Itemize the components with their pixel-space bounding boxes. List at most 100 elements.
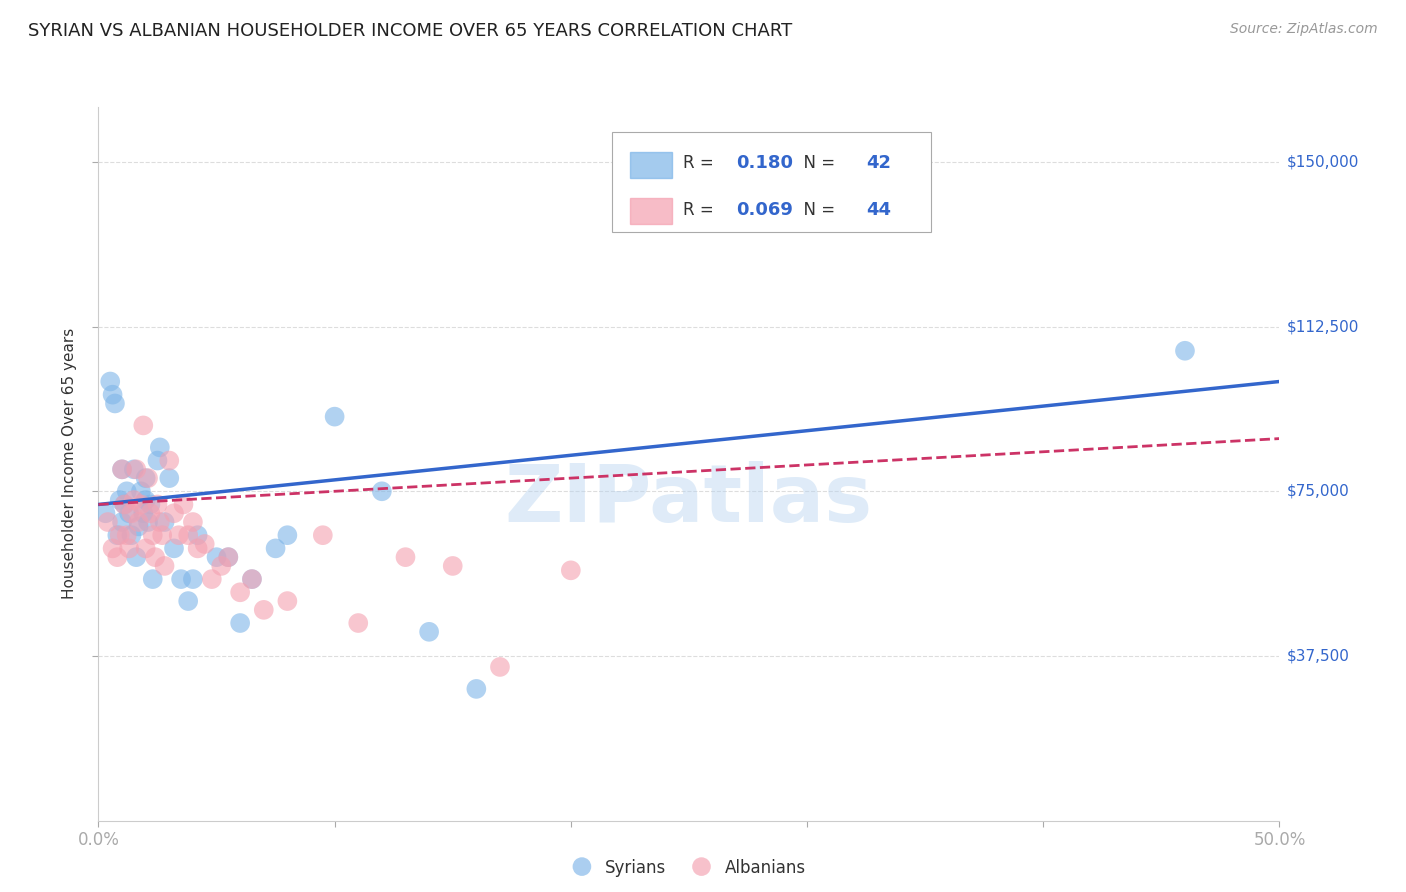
- Point: [172, 498, 194, 512]
- Text: N =: N =: [793, 201, 841, 219]
- Text: R =: R =: [683, 154, 718, 172]
- Text: R =: R =: [683, 201, 718, 219]
- Text: 0.180: 0.180: [737, 154, 793, 172]
- Point: [125, 462, 148, 476]
- Point: [101, 387, 124, 401]
- Point: [153, 558, 176, 573]
- Point: [128, 519, 150, 533]
- Point: [98, 375, 121, 389]
- Text: $75,000: $75,000: [1286, 483, 1350, 499]
- Point: [217, 550, 239, 565]
- Point: [394, 550, 416, 565]
- Point: [194, 537, 217, 551]
- Point: [418, 624, 440, 639]
- Point: [181, 572, 204, 586]
- Point: [465, 681, 488, 696]
- Point: [135, 493, 157, 508]
- Point: [135, 541, 157, 556]
- Point: [112, 498, 135, 512]
- Text: Source: ZipAtlas.com: Source: ZipAtlas.com: [1230, 22, 1378, 37]
- Text: N =: N =: [793, 154, 841, 172]
- Point: [187, 528, 209, 542]
- Point: [163, 506, 186, 520]
- Point: [104, 396, 127, 410]
- Point: [323, 409, 346, 424]
- Legend: Syrians, Albanians: Syrians, Albanians: [565, 852, 813, 884]
- Point: [560, 563, 582, 577]
- Text: $37,500: $37,500: [1286, 648, 1350, 664]
- Point: [118, 541, 141, 556]
- Point: [118, 506, 141, 520]
- Point: [142, 572, 165, 586]
- Point: [136, 515, 159, 529]
- Point: [489, 660, 512, 674]
- Point: [146, 453, 169, 467]
- Text: 44: 44: [866, 201, 891, 219]
- Text: $112,500: $112,500: [1286, 319, 1358, 334]
- Point: [111, 462, 134, 476]
- Point: [105, 550, 128, 565]
- Point: [122, 462, 145, 476]
- Point: [441, 558, 464, 573]
- Point: [153, 515, 176, 529]
- Point: [177, 594, 200, 608]
- Point: [146, 498, 169, 512]
- Point: [167, 528, 190, 542]
- Point: [209, 558, 232, 573]
- Point: [187, 541, 209, 556]
- Point: [157, 453, 180, 467]
- Point: [312, 528, 335, 542]
- Point: [217, 550, 239, 565]
- Point: [177, 528, 200, 542]
- Point: [136, 471, 159, 485]
- Point: [115, 528, 138, 542]
- Point: [201, 572, 224, 586]
- Point: [111, 462, 134, 476]
- Point: [276, 594, 298, 608]
- Point: [347, 615, 370, 630]
- Point: [253, 603, 276, 617]
- Point: [150, 528, 173, 542]
- Text: ZIPatlas: ZIPatlas: [505, 460, 873, 539]
- Point: [149, 515, 172, 529]
- Point: [115, 484, 138, 499]
- Point: [143, 550, 166, 565]
- Point: [229, 615, 252, 630]
- FancyBboxPatch shape: [612, 132, 931, 232]
- Point: [181, 515, 204, 529]
- FancyBboxPatch shape: [630, 152, 672, 178]
- Point: [108, 493, 131, 508]
- Point: [105, 528, 128, 542]
- Point: [132, 418, 155, 433]
- Point: [111, 515, 134, 529]
- Point: [163, 541, 186, 556]
- Point: [240, 572, 263, 586]
- Point: [129, 498, 152, 512]
- Point: [122, 493, 145, 508]
- Point: [108, 528, 131, 542]
- Point: [1174, 343, 1197, 358]
- Point: [264, 541, 287, 556]
- Text: SYRIAN VS ALBANIAN HOUSEHOLDER INCOME OVER 65 YEARS CORRELATION CHART: SYRIAN VS ALBANIAN HOUSEHOLDER INCOME OV…: [28, 22, 793, 40]
- Point: [112, 498, 135, 512]
- Point: [157, 471, 180, 485]
- Text: 0.069: 0.069: [737, 201, 793, 219]
- Point: [371, 484, 394, 499]
- Text: $150,000: $150,000: [1286, 154, 1358, 169]
- Point: [129, 484, 152, 499]
- Point: [276, 528, 298, 542]
- Point: [229, 585, 252, 599]
- Point: [128, 515, 150, 529]
- Point: [142, 528, 165, 542]
- Y-axis label: Householder Income Over 65 years: Householder Income Over 65 years: [62, 328, 77, 599]
- Point: [101, 541, 124, 556]
- Point: [121, 528, 143, 542]
- Point: [135, 471, 157, 485]
- Point: [139, 506, 162, 520]
- Point: [149, 441, 172, 455]
- Text: 42: 42: [866, 154, 891, 172]
- Point: [132, 506, 155, 520]
- Point: [170, 572, 193, 586]
- Point: [125, 550, 148, 565]
- Point: [139, 498, 162, 512]
